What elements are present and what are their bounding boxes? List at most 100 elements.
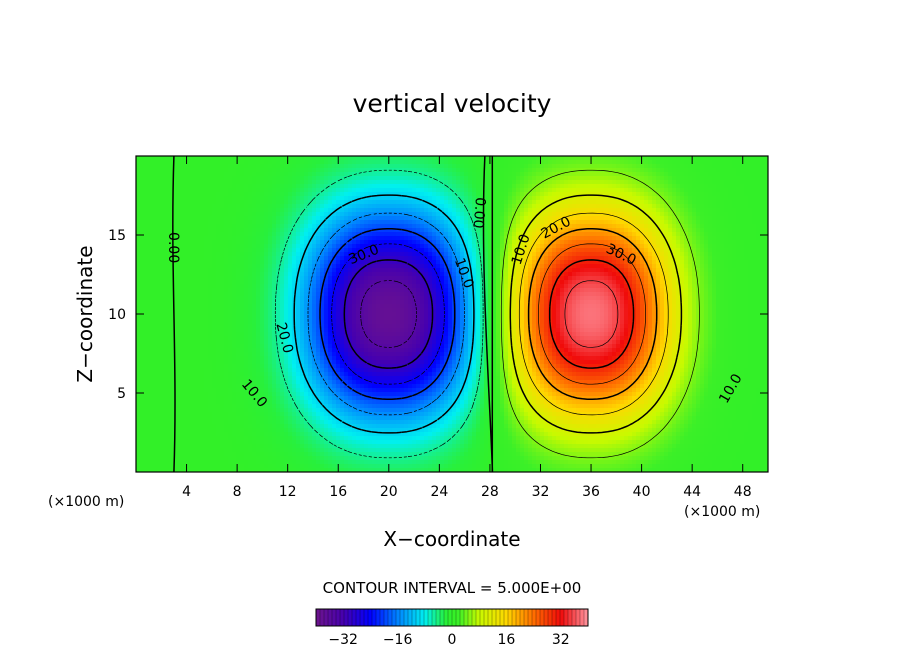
field-cell — [732, 208, 737, 213]
field-cell — [428, 184, 433, 189]
field-cell — [396, 272, 401, 277]
field-cell — [724, 180, 729, 185]
field-cell — [300, 208, 305, 213]
field-cell — [632, 196, 637, 201]
field-cell — [380, 248, 385, 253]
field-cell — [636, 176, 641, 181]
field-cell — [396, 232, 401, 237]
field-cell — [136, 240, 141, 245]
field-cell — [444, 256, 449, 261]
field-cell — [140, 204, 145, 209]
field-cell — [316, 204, 321, 209]
field-cell — [608, 256, 613, 261]
field-cell — [260, 176, 265, 181]
field-cell — [608, 244, 613, 249]
field-cell — [740, 184, 745, 189]
field-cell — [712, 184, 717, 189]
field-cell — [336, 176, 341, 181]
field-cell — [544, 244, 549, 249]
field-cell — [540, 212, 545, 217]
field-cell — [732, 184, 737, 189]
field-cell — [544, 256, 549, 261]
field-cell — [192, 252, 197, 257]
field-cell — [308, 212, 313, 217]
field-cell — [488, 228, 493, 233]
field-cell — [740, 168, 745, 173]
field-cell — [540, 264, 545, 269]
field-cell — [400, 212, 405, 217]
field-cell — [696, 260, 701, 265]
field-cell — [380, 272, 385, 277]
field-cell — [616, 276, 621, 281]
field-cell — [144, 168, 149, 173]
field-cell — [188, 264, 193, 269]
field-cell — [500, 204, 505, 209]
field-cell — [280, 264, 285, 269]
field-cell — [328, 220, 333, 225]
field-cell — [748, 168, 753, 173]
field-cell — [180, 280, 185, 285]
field-cell — [276, 236, 281, 241]
field-cell — [680, 276, 685, 281]
field-cell — [264, 232, 269, 237]
field-cell — [596, 248, 601, 253]
field-cell — [368, 260, 373, 265]
field-cell — [508, 240, 513, 245]
field-cell — [628, 204, 633, 209]
field-cell — [316, 268, 321, 273]
field-cell — [656, 248, 661, 253]
field-cell — [152, 200, 157, 205]
field-cell — [652, 268, 657, 273]
field-cell — [500, 196, 505, 201]
field-cell — [220, 156, 225, 161]
field-cell — [456, 276, 461, 281]
field-cell — [316, 248, 321, 253]
field-cell — [744, 268, 749, 273]
field-cell — [216, 224, 221, 229]
field-cell — [700, 160, 705, 165]
field-cell — [232, 176, 237, 181]
field-cell — [756, 160, 761, 165]
field-cell — [412, 224, 417, 229]
field-cell — [252, 272, 257, 277]
field-cell — [272, 188, 277, 193]
field-cell — [512, 228, 517, 233]
field-cell — [680, 268, 685, 273]
field-cell — [568, 236, 573, 241]
field-cell — [560, 256, 565, 261]
field-cell — [180, 188, 185, 193]
field-cell — [652, 180, 657, 185]
field-cell — [272, 240, 277, 245]
field-cell — [252, 216, 257, 221]
field-cell — [272, 204, 277, 209]
field-cell — [624, 184, 629, 189]
field-cell — [204, 212, 209, 217]
field-cell — [740, 228, 745, 233]
field-cell — [452, 168, 457, 173]
field-cell — [340, 160, 345, 165]
field-cell — [148, 200, 153, 205]
field-cell — [420, 160, 425, 165]
field-cell — [300, 236, 305, 241]
field-cell — [284, 188, 289, 193]
field-cell — [732, 156, 737, 161]
field-cell — [652, 200, 657, 205]
field-cell — [328, 192, 333, 197]
field-cell — [308, 236, 313, 241]
field-cell — [460, 240, 465, 245]
field-cell — [444, 216, 449, 221]
field-cell — [764, 172, 768, 177]
field-cell — [404, 268, 409, 273]
field-cell — [204, 192, 209, 197]
field-cell — [496, 184, 501, 189]
field-cell — [764, 208, 768, 213]
field-cell — [488, 236, 493, 241]
field-cell — [660, 216, 665, 221]
field-cell — [632, 272, 637, 277]
field-cell — [416, 200, 421, 205]
field-cell — [264, 168, 269, 173]
field-cell — [676, 224, 681, 229]
field-cell — [328, 236, 333, 241]
field-cell — [512, 176, 517, 181]
field-cell — [628, 168, 633, 173]
